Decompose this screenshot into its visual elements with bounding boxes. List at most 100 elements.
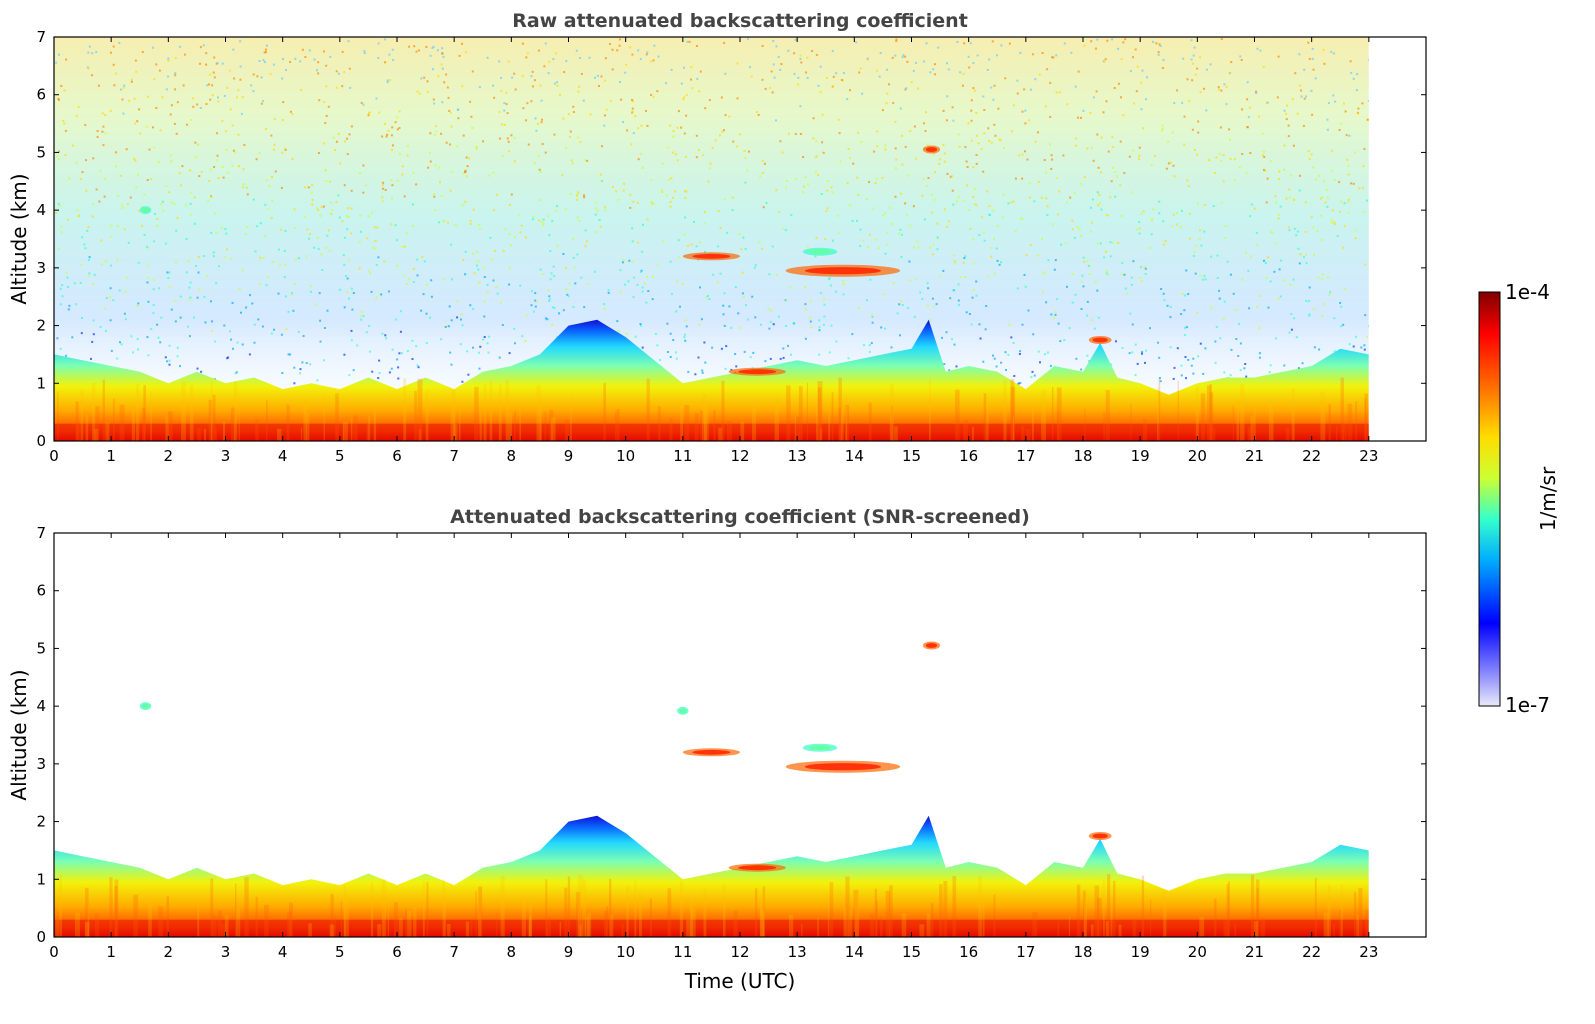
noise-speck bbox=[450, 170, 453, 173]
noise-speck bbox=[313, 246, 316, 249]
noise-speck bbox=[934, 73, 936, 76]
noise-speck bbox=[60, 231, 63, 234]
bl-streak bbox=[1010, 386, 1016, 441]
noise-speck bbox=[374, 240, 377, 242]
bl-streak bbox=[244, 877, 249, 937]
bl-streak bbox=[983, 393, 987, 441]
noise-speck bbox=[530, 304, 533, 307]
noise-speck bbox=[667, 146, 670, 149]
noise-speck bbox=[724, 367, 727, 370]
bl-streak bbox=[760, 891, 765, 937]
noise-speck bbox=[174, 72, 177, 75]
noise-speck bbox=[199, 62, 201, 65]
noise-speck bbox=[601, 145, 603, 148]
noise-speck bbox=[728, 115, 731, 118]
noise-speck bbox=[1336, 235, 1339, 237]
noise-speck bbox=[881, 176, 884, 179]
noise-speck bbox=[209, 73, 212, 76]
noise-speck bbox=[1296, 112, 1299, 115]
noise-speck bbox=[91, 340, 94, 343]
noise-speck bbox=[346, 137, 348, 140]
noise-speck bbox=[164, 242, 167, 245]
noise-speck bbox=[391, 148, 393, 151]
noise-speck bbox=[932, 68, 935, 71]
noise-speck bbox=[999, 139, 1002, 142]
noise-speck bbox=[603, 124, 606, 127]
x-tick-label: 3 bbox=[221, 943, 231, 961]
noise-speck bbox=[811, 50, 814, 52]
noise-speck bbox=[430, 295, 433, 298]
noise-speck bbox=[1364, 263, 1367, 266]
x-tick-label: 16 bbox=[959, 943, 978, 961]
noise-speck bbox=[420, 77, 423, 80]
noise-speck bbox=[384, 334, 387, 337]
noise-speck bbox=[962, 261, 965, 264]
noise-speck bbox=[1181, 292, 1184, 295]
noise-speck bbox=[200, 370, 203, 373]
noise-speck bbox=[185, 238, 188, 240]
noise-speck bbox=[323, 327, 326, 329]
bl-streak bbox=[577, 874, 583, 937]
noise-speck bbox=[492, 279, 495, 282]
noise-speck bbox=[464, 250, 467, 253]
noise-speck bbox=[849, 89, 851, 92]
bl-streak bbox=[113, 398, 115, 441]
noise-speck bbox=[1025, 253, 1028, 256]
x-axis: 0 1 2 3 4 5 6 7 8 9 10 11 12 13 14 15 16 17 18 19 20 21 22 23 bbox=[49, 533, 1378, 961]
noise-speck bbox=[261, 325, 264, 328]
noise-speck bbox=[1045, 301, 1048, 304]
noise-speck bbox=[175, 229, 178, 232]
x-tick-label: 9 bbox=[564, 447, 574, 465]
noise-speck bbox=[188, 286, 191, 289]
noise-speck bbox=[1010, 130, 1013, 133]
noise-speck bbox=[330, 201, 333, 204]
noise-speck bbox=[789, 286, 792, 289]
noise-speck bbox=[1000, 361, 1003, 364]
bl-streak bbox=[1010, 379, 1015, 441]
noise-speck bbox=[1311, 47, 1314, 50]
bl-streak bbox=[1260, 918, 1266, 937]
noise-speck bbox=[403, 245, 406, 248]
noise-speck bbox=[1074, 137, 1077, 140]
bl-streak bbox=[131, 408, 135, 441]
noise-speck bbox=[942, 269, 945, 272]
bl-streak bbox=[1247, 426, 1251, 441]
noise-speck bbox=[378, 372, 381, 374]
noise-speck bbox=[441, 47, 444, 50]
noise-speck bbox=[884, 252, 887, 255]
noise-speck bbox=[175, 260, 177, 263]
bl-streak bbox=[166, 895, 170, 937]
noise-speck bbox=[763, 162, 766, 165]
noise-speck bbox=[436, 49, 439, 52]
noise-speck bbox=[339, 288, 342, 291]
noise-speck bbox=[955, 200, 958, 203]
noise-speck bbox=[665, 82, 667, 85]
noise-speck bbox=[466, 165, 469, 168]
bl-streak bbox=[1254, 921, 1258, 937]
noise-speck bbox=[963, 257, 966, 260]
noise-speck bbox=[551, 220, 554, 223]
x-tick-label: 15 bbox=[902, 943, 921, 961]
noise-speck bbox=[892, 282, 895, 285]
noise-speck bbox=[1144, 273, 1147, 276]
noise-speck bbox=[411, 358, 414, 360]
noise-speck bbox=[1073, 191, 1076, 194]
noise-speck bbox=[1295, 234, 1298, 237]
noise-speck bbox=[943, 208, 946, 211]
noise-speck bbox=[503, 102, 506, 105]
noise-speck bbox=[1191, 128, 1194, 131]
bl-streak bbox=[700, 410, 703, 441]
bl-streak bbox=[222, 422, 226, 441]
noise-speck bbox=[1096, 242, 1099, 245]
noise-speck bbox=[1290, 174, 1293, 177]
noise-speck bbox=[246, 186, 249, 189]
noise-speck bbox=[334, 149, 336, 152]
noise-speck bbox=[1051, 56, 1054, 59]
noise-speck bbox=[267, 208, 270, 211]
noise-speck bbox=[1138, 154, 1141, 157]
noise-speck bbox=[1333, 221, 1336, 224]
noise-speck bbox=[273, 148, 275, 151]
noise-speck bbox=[269, 72, 272, 75]
noise-speck bbox=[408, 278, 411, 281]
noise-speck bbox=[695, 245, 698, 248]
